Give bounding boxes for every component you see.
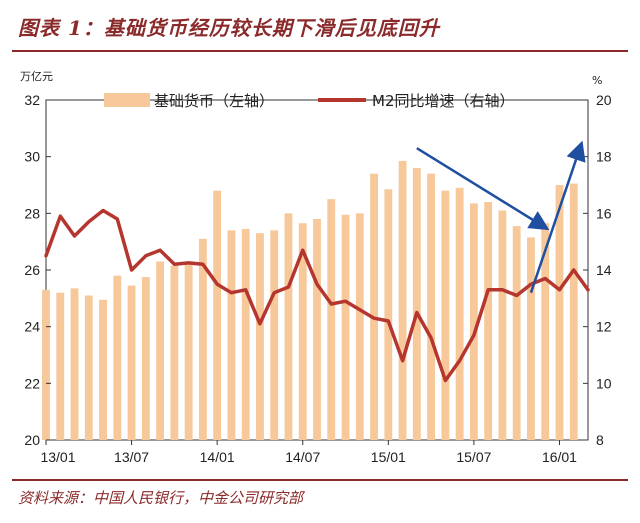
bar-26 — [412, 168, 421, 440]
bar-15 — [256, 233, 264, 440]
bar-35 — [541, 223, 550, 440]
bar-8 — [156, 261, 165, 440]
bar-5 — [113, 275, 122, 440]
bar-13 — [227, 230, 236, 440]
bar-6 — [127, 285, 136, 440]
left-tick-label: 24 — [24, 319, 40, 335]
right-tick-label: 12 — [596, 319, 612, 335]
source-note: 资料来源：中国人民银行，中金公司研究部 — [18, 489, 304, 507]
right-tick-label: 8 — [596, 432, 604, 448]
right-tick-label: 16 — [596, 205, 612, 221]
bar-34 — [527, 237, 535, 440]
bar-10 — [184, 262, 193, 440]
bar-24 — [384, 189, 393, 440]
bar-16 — [270, 230, 279, 440]
left-tick-label: 32 — [24, 92, 40, 108]
x-tick-label: 13/07 — [114, 449, 149, 465]
legend-swatch-bar — [104, 93, 150, 107]
left-tick-label: 20 — [24, 432, 40, 448]
annotation-arrow-0 — [416, 147, 550, 231]
left-axis-unit: 万亿元 — [20, 70, 53, 83]
right-axis-unit: % — [592, 74, 602, 87]
footer-rule — [12, 479, 628, 481]
bar-1 — [56, 292, 65, 440]
legend-label-bar: 基础货币（左轴） — [154, 92, 274, 110]
bar-19 — [313, 219, 321, 440]
bar-0 — [42, 289, 50, 440]
x-tick-label: 16/01 — [542, 449, 577, 465]
bar-31 — [484, 202, 493, 440]
bar-21 — [341, 214, 350, 440]
bar-series-base-money — [42, 160, 578, 441]
x-tick-label: 14/07 — [285, 449, 320, 465]
bar-30 — [469, 203, 478, 440]
bar-11 — [198, 238, 207, 440]
x-tick-label: 13/01 — [40, 449, 75, 465]
bar-4 — [99, 299, 107, 440]
annotation-arrow-1 — [529, 140, 586, 294]
x-tick-label: 14/01 — [200, 449, 235, 465]
bar-27 — [427, 173, 436, 440]
annotation-arrows — [416, 140, 586, 294]
left-tick-label: 22 — [24, 375, 40, 391]
bar-20 — [327, 199, 336, 440]
bar-36 — [555, 185, 564, 440]
m2-line — [44, 208, 590, 383]
bar-18 — [298, 223, 307, 440]
bar-2 — [70, 288, 79, 440]
bar-3 — [84, 295, 93, 440]
bar-17 — [284, 213, 293, 440]
legend: 基础货币（左轴） M2同比增速（右轴） — [104, 92, 515, 110]
bar-25 — [398, 160, 407, 440]
left-tick-label: 30 — [24, 149, 40, 165]
left-tick-label: 28 — [24, 205, 40, 221]
title-rule — [12, 50, 628, 52]
bar-7 — [141, 277, 150, 440]
bar-33 — [512, 226, 521, 440]
x-tick-label: 15/01 — [371, 449, 406, 465]
bar-22 — [355, 213, 364, 440]
right-tick-label: 20 — [596, 92, 612, 108]
left-tick-label: 26 — [24, 262, 40, 278]
chart-title: 图表 1：基础货币经历较长期下滑后见底回升 — [18, 16, 440, 40]
x-tick-label: 15/07 — [456, 449, 491, 465]
bar-23 — [370, 173, 378, 440]
right-tick-label: 14 — [596, 262, 612, 278]
line-series-m2 — [44, 208, 590, 383]
bar-12 — [213, 190, 222, 440]
bar-28 — [441, 190, 450, 440]
bar-32 — [498, 210, 507, 440]
bar-29 — [455, 187, 464, 440]
bar-37 — [569, 183, 578, 441]
bar-14 — [241, 228, 250, 440]
right-tick-label: 18 — [596, 149, 612, 165]
bar-9 — [170, 265, 179, 440]
right-tick-label: 10 — [596, 375, 612, 391]
legend-label-line: M2同比增速（右轴） — [372, 92, 515, 110]
